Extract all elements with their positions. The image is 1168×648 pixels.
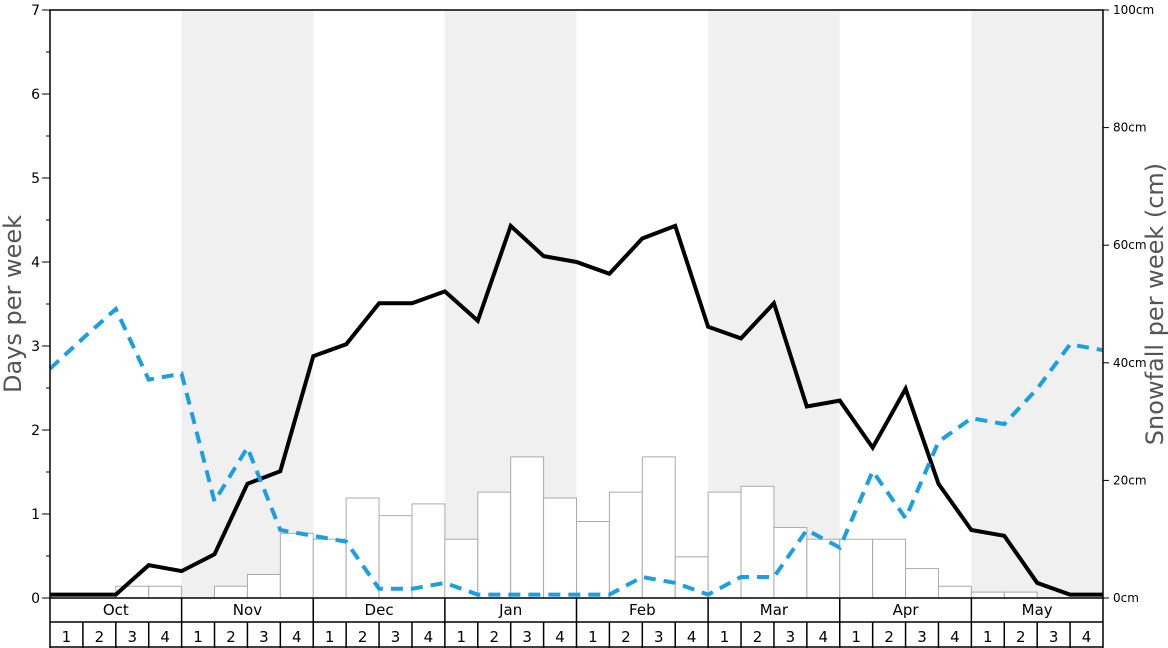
- left-y-axis: 0 1 2 3 4 5 6 7: [31, 3, 50, 607]
- snowfall-bar: [312, 538, 347, 599]
- left-tick-label: 4: [31, 255, 40, 271]
- right-tick-label: 20cm: [1113, 473, 1147, 487]
- snowfall-bar: [246, 573, 281, 599]
- month-label: Oct: [103, 601, 129, 619]
- right-tick-label: 80cm: [1113, 121, 1147, 135]
- x-axis-table: Oct 1 2 3 4 Nov 1 2 3 4 Dec 1 2 3 4 Jan 1 2 3 4 Feb 1 2 3 4 Mar 1 2…: [49, 598, 1104, 648]
- month-shading: [181, 10, 1103, 598]
- week-label: 3: [654, 628, 664, 646]
- week-label: 1: [62, 628, 72, 646]
- week-label: 2: [884, 628, 894, 646]
- left-tick-label: 3: [31, 339, 40, 355]
- week-label: 2: [95, 628, 105, 646]
- month-label: Dec: [365, 601, 394, 619]
- snowfall-bar: [444, 538, 479, 599]
- month-shade-nov: [181, 10, 314, 598]
- snowfall-bar: [477, 491, 512, 599]
- right-tick-label: 100cm: [1113, 3, 1154, 17]
- snowfall-bar: [839, 538, 874, 599]
- week-label: 4: [687, 628, 697, 646]
- right-tick-label: 60cm: [1113, 238, 1147, 252]
- snowfall-bar: [543, 497, 577, 599]
- week-label: 1: [588, 628, 598, 646]
- week-label: 3: [786, 628, 796, 646]
- snowfall-bar: [148, 585, 183, 599]
- right-axis-title: Snowfall per week (cm): [1141, 163, 1168, 445]
- month-label: Nov: [233, 601, 262, 619]
- week-label: 4: [292, 628, 302, 646]
- snowfall-bars: [115, 456, 1038, 599]
- month-shade-may: [971, 10, 1103, 598]
- week-label: 4: [819, 628, 829, 646]
- week-label: 1: [720, 628, 730, 646]
- snowfall-bar: [510, 456, 545, 599]
- week-label: 1: [457, 628, 467, 646]
- snowfall-bar: [214, 585, 248, 599]
- week-label: 1: [983, 628, 993, 646]
- left-tick-label: 7: [31, 3, 40, 19]
- snowfall-bar: [707, 491, 742, 599]
- left-tick-label: 1: [31, 507, 40, 523]
- week-label: 3: [127, 628, 137, 646]
- left-tick-label: 0: [31, 591, 40, 607]
- right-y-axis: 0cm 20cm 40cm 60cm 80cm 100cm: [1103, 3, 1154, 605]
- week-label: 3: [522, 628, 532, 646]
- month-label: Apr: [893, 601, 920, 619]
- snowfall-bar: [970, 591, 1005, 599]
- right-tick-label: 40cm: [1113, 356, 1147, 370]
- snowfall-bar: [608, 491, 643, 599]
- snowfall-bar: [937, 585, 972, 599]
- week-label: 1: [193, 628, 203, 646]
- week-label: 4: [424, 628, 434, 646]
- week-label: 2: [226, 628, 236, 646]
- snowfall-bar: [576, 521, 610, 599]
- left-tick-label: 2: [31, 423, 40, 439]
- month-label: Jan: [498, 601, 522, 619]
- week-label: 2: [489, 628, 499, 646]
- snowfall-bar: [1003, 591, 1038, 599]
- snowfall-bar: [806, 538, 841, 599]
- left-axis-title: Days per week: [0, 215, 27, 393]
- snowfall-bar: [279, 532, 314, 599]
- week-label: 2: [753, 628, 763, 646]
- week-label: 4: [1082, 628, 1092, 646]
- week-label: 2: [1016, 628, 1026, 646]
- right-tick-label: 0cm: [1113, 591, 1139, 605]
- week-label: 4: [160, 628, 170, 646]
- week-label: 3: [1049, 628, 1059, 646]
- snowfall-bar: [345, 497, 380, 599]
- week-label: 1: [851, 628, 861, 646]
- week-label: 3: [259, 628, 269, 646]
- snowfall-bar: [905, 568, 939, 599]
- week-label: 4: [950, 628, 960, 646]
- left-tick-label: 5: [31, 171, 40, 187]
- week-label: 2: [621, 628, 631, 646]
- snowfall-bar: [872, 538, 907, 599]
- left-tick-label: 6: [31, 87, 40, 103]
- line-series: [48, 222, 1104, 597]
- week-label: 3: [917, 628, 927, 646]
- snowfall-bar: [641, 456, 676, 599]
- snowfall-bar: [740, 485, 775, 599]
- month-label: Feb: [629, 601, 656, 619]
- week-label: 3: [391, 628, 401, 646]
- powder-days-line: [50, 222, 1103, 597]
- month-label: Mar: [760, 601, 789, 619]
- month-label: May: [1022, 601, 1053, 619]
- week-label: 1: [325, 628, 335, 646]
- week-label: 4: [555, 628, 565, 646]
- week-label: 2: [358, 628, 368, 646]
- snowfall-bar: [378, 515, 413, 599]
- snow-days-line: [48, 305, 1104, 597]
